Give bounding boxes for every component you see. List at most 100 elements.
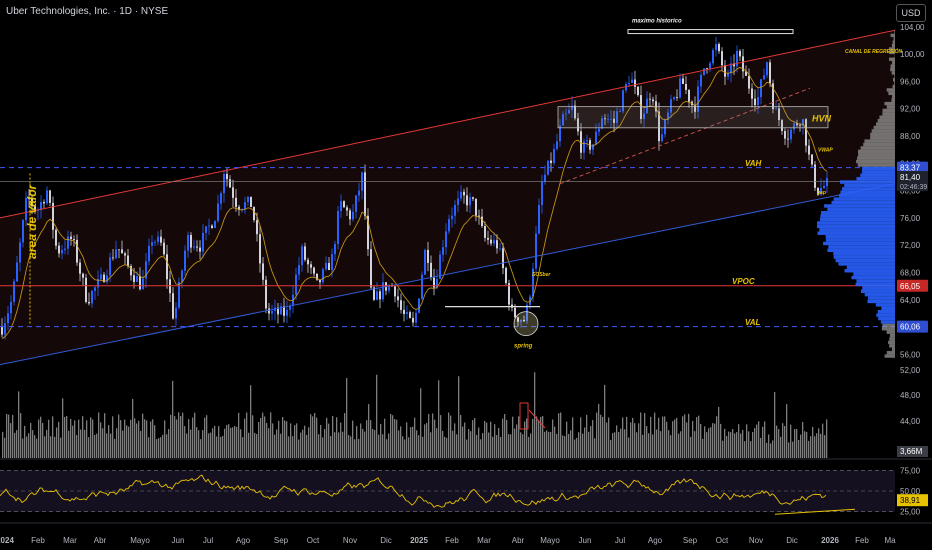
volume-bar: [668, 430, 670, 458]
volume-bar: [574, 439, 576, 458]
volume-bar: [468, 429, 470, 458]
volume-bar: [326, 417, 328, 458]
candle-body: [226, 173, 228, 180]
volume-bar: [714, 423, 716, 458]
volume-bar: [172, 380, 174, 458]
candle-body: [85, 277, 87, 303]
candle-body: [433, 277, 435, 288]
candle-body: [325, 263, 327, 270]
volume-bar: [724, 428, 726, 458]
volume-bar: [64, 417, 66, 458]
currency-button[interactable]: USD: [896, 4, 926, 22]
volume-bar: [712, 423, 714, 458]
candle-body: [196, 246, 198, 248]
candle-body: [10, 301, 12, 314]
candle-body: [211, 225, 213, 229]
candle-body: [562, 114, 564, 126]
volume-bar: [72, 425, 74, 458]
x-tick: Jun: [172, 536, 185, 545]
volume-profile-bar: [862, 170, 895, 174]
volume-bar: [446, 437, 448, 458]
volume-bar: [506, 419, 508, 458]
candle-body: [430, 262, 432, 278]
volume-bar: [40, 416, 42, 458]
last-price-value: 81,40: [900, 173, 921, 182]
price-label-box: [897, 279, 928, 292]
volume-bar: [224, 428, 226, 458]
candle-body: [730, 63, 732, 74]
volume-bar: [682, 416, 684, 458]
volume-bar: [556, 433, 558, 458]
volume-bar: [618, 431, 620, 458]
candle-body: [490, 239, 492, 244]
volume-bar: [330, 436, 332, 458]
candle-body: [706, 68, 708, 70]
candle-body: [190, 235, 192, 248]
volume-bar: [432, 413, 434, 458]
candle-body: [778, 108, 780, 121]
volume-bar: [764, 421, 766, 458]
volume-bar: [732, 428, 734, 458]
volume-bar: [28, 433, 30, 458]
candle-body: [508, 283, 510, 305]
volume-profile-bar: [892, 78, 895, 82]
rsi-tick: 50,00: [900, 487, 921, 496]
volume-bar: [584, 427, 586, 458]
volume-bar: [422, 436, 424, 458]
volume-bar: [2, 431, 4, 458]
volume-bar: [474, 418, 476, 458]
regression-mid-line: [559, 87, 811, 185]
candle-body: [736, 50, 738, 67]
volume-bar: [608, 417, 610, 458]
candle-body: [232, 187, 234, 198]
candle-body: [568, 109, 570, 114]
regression-lower-line: [0, 183, 896, 366]
volume-bar: [328, 423, 330, 458]
volume-bar: [548, 431, 550, 458]
candle-body: [277, 307, 279, 315]
volume-bar: [188, 419, 190, 458]
x-tick: Abr: [512, 536, 525, 545]
volume-tick: 44,00: [900, 417, 921, 426]
volume-bar: [366, 420, 368, 458]
volume-bar: [780, 436, 782, 458]
volume-bar: [394, 419, 396, 458]
volume-bar: [170, 414, 172, 458]
price-label: 83,37: [900, 164, 921, 173]
volume-profile-bar: [886, 350, 895, 355]
volume-bar: [288, 436, 290, 458]
candle-body: [685, 84, 687, 90]
vwap-line: [1, 66, 828, 340]
candle-body: [421, 274, 423, 299]
volume-bar: [788, 442, 790, 458]
volume-profile-bar: [888, 47, 895, 51]
volume-bar: [74, 420, 76, 458]
vah-label: VAH: [745, 159, 762, 168]
volume-bar: [240, 429, 242, 458]
volume-bar: [450, 415, 452, 458]
candle-body: [571, 105, 573, 110]
candle-body: [478, 215, 480, 217]
last-price-box: [897, 171, 928, 192]
price-tick: 88,00: [900, 132, 921, 141]
volume-bar: [466, 439, 468, 458]
volume-bar: [306, 434, 308, 458]
volume-profile-bar: [833, 197, 895, 201]
volume-profile-bar: [891, 71, 895, 75]
candle-body: [739, 50, 741, 57]
candle-body: [697, 86, 699, 112]
volume-bar: [562, 435, 564, 458]
volume-bar: [128, 426, 130, 458]
candle-body: [475, 198, 477, 216]
candle-body: [532, 268, 534, 297]
volume-bar: [194, 412, 196, 458]
volume-bar: [200, 439, 202, 458]
volume-profile-bar: [890, 64, 895, 68]
candle-body: [679, 78, 681, 98]
volume-bar: [560, 412, 562, 458]
volume-bar: [392, 415, 394, 458]
volume-bar: [766, 442, 768, 458]
volume-bar: [290, 423, 292, 458]
volume-profile-bar: [888, 91, 895, 96]
